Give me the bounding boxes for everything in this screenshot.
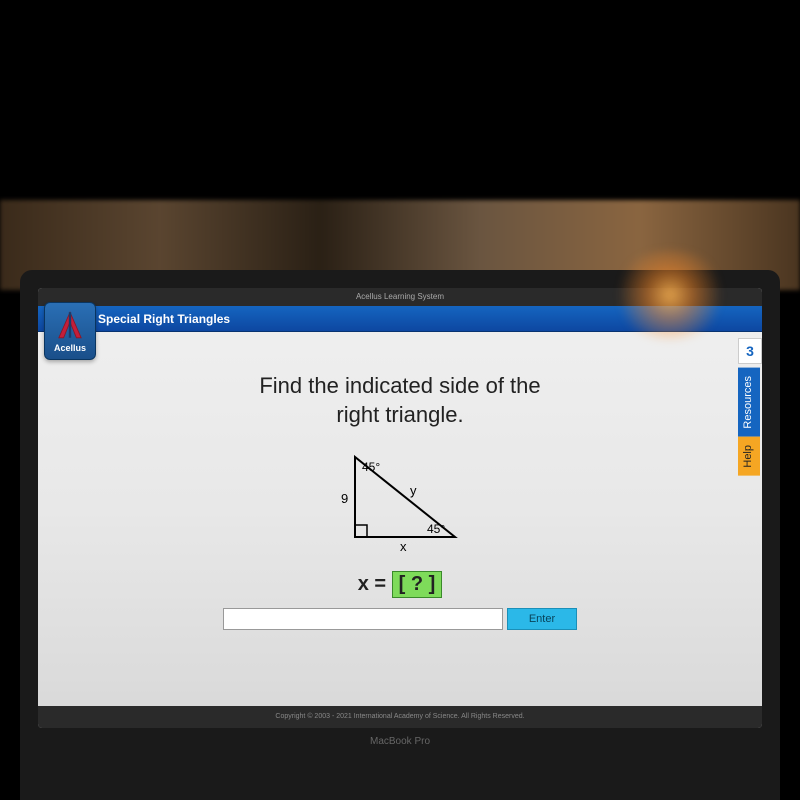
question-text: Find the indicated side of the right tri…	[98, 372, 702, 429]
logo-a-icon	[54, 309, 86, 341]
enter-button[interactable]: Enter	[507, 608, 577, 630]
angle-top-label: 45°	[362, 460, 380, 474]
acellus-logo[interactable]: Acellus	[44, 302, 96, 360]
content-area: Find the indicated side of the right tri…	[38, 332, 762, 650]
side-bottom-label: x	[400, 539, 407, 554]
answer-prefix: x =	[358, 573, 392, 595]
laptop-frame: Acellus Learning System Special Right Tr…	[20, 270, 780, 800]
system-title: Acellus Learning System	[356, 292, 444, 301]
logo-label: Acellus	[54, 343, 86, 353]
laptop-model-label: MacBook Pro	[38, 736, 762, 747]
lesson-title: Special Right Triangles	[98, 312, 230, 326]
triangle-diagram: 45° 45° 9 y x	[98, 447, 702, 557]
triangle-svg: 45° 45° 9 y x	[325, 447, 475, 557]
lesson-title-bar: Special Right Triangles	[38, 306, 762, 332]
answer-input[interactable]	[223, 608, 503, 630]
screen: Acellus Learning System Special Right Tr…	[38, 288, 762, 728]
footer-bar: Copyright © 2003 - 2021 International Ac…	[38, 706, 762, 728]
right-angle-icon	[355, 525, 367, 537]
input-row: Enter	[98, 608, 702, 630]
side-hyp-label: y	[410, 483, 417, 498]
question-line2: right triangle.	[336, 402, 463, 427]
answer-prompt: x = [ ? ]	[98, 571, 702, 598]
side-left-label: 9	[341, 491, 348, 506]
question-line1: Find the indicated side of the	[259, 373, 540, 398]
copyright-text: Copyright © 2003 - 2021 International Ac…	[275, 713, 524, 720]
system-top-bar: Acellus Learning System	[38, 288, 762, 306]
photo-background: Acellus Learning System Special Right Tr…	[0, 0, 800, 800]
angle-right-label: 45°	[427, 522, 445, 536]
answer-placeholder-box: [ ? ]	[392, 571, 443, 598]
